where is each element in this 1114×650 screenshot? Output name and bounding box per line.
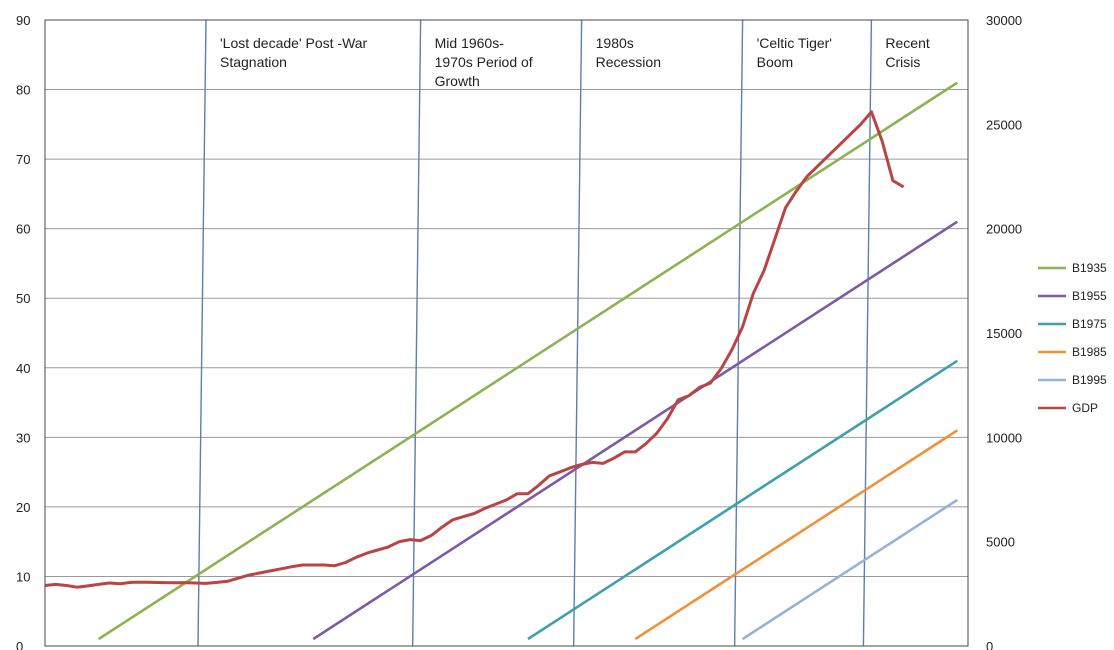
period-divider-5 xyxy=(862,19,873,647)
series-line-b1955 xyxy=(312,220,959,641)
period-label-5-line-1: Recent xyxy=(885,35,929,51)
left-tick-label-90: 90 xyxy=(16,13,30,28)
left-axis-ticks: 0 10 20 30 40 50 60 70 80 90 xyxy=(16,13,30,650)
period-label-2-line-3: Growth xyxy=(435,73,480,89)
period-label-1-line-2: Stagnation xyxy=(220,54,287,70)
period-divider-2 xyxy=(411,19,422,647)
legend-label-b1995: B1995 xyxy=(1072,373,1107,387)
period-divider-1 xyxy=(197,19,207,647)
plot-area-border xyxy=(44,19,969,647)
series-line-b1935 xyxy=(97,81,959,641)
series-line-b1995 xyxy=(741,498,959,641)
right-tick-label-30000: 30000 xyxy=(986,13,1022,28)
right-tick-label-15000: 15000 xyxy=(986,326,1022,341)
left-tick-label-0: 0 xyxy=(16,639,23,650)
period-label-3-line-2: Recession xyxy=(596,54,661,70)
period-labels: 'Lost decade' Post -War Stagnation Mid 196… xyxy=(220,35,930,89)
legend-label-b1955: B1955 xyxy=(1072,289,1107,303)
right-tick-label-25000: 25000 xyxy=(986,117,1022,132)
period-label-4-line-1: 'Celtic Tiger' xyxy=(757,35,832,51)
left-tick-label-40: 40 xyxy=(16,361,30,376)
left-tick-label-80: 80 xyxy=(16,83,30,98)
left-tick-label-30: 30 xyxy=(16,430,30,445)
left-tick-label-10: 10 xyxy=(16,569,30,584)
right-axis-ticks: 0 5000 10000 15000 20000 25000 30000 xyxy=(986,13,1022,650)
period-label-3-line-1: 1980s xyxy=(596,35,634,51)
left-tick-label-70: 70 xyxy=(16,152,30,167)
series-line-gdp xyxy=(44,110,905,589)
period-label-2-line-2: 1970s Period of xyxy=(435,54,533,70)
series-line-b1985 xyxy=(634,429,959,641)
left-tick-label-50: 50 xyxy=(16,291,30,306)
series-lines xyxy=(44,81,959,641)
period-label-5-line-2: Crisis xyxy=(885,54,920,70)
period-label-1-line-1: 'Lost decade' Post -War xyxy=(220,35,368,51)
period-label-4-line-2: Boom xyxy=(757,54,794,70)
legend: B1935 B1955 B1975 B1985 B1995 GDP xyxy=(1038,261,1107,415)
legend-label-gdp: GDP xyxy=(1072,401,1098,415)
legend-label-b1985: B1985 xyxy=(1072,345,1107,359)
right-tick-label-5000: 5000 xyxy=(986,535,1015,550)
legend-label-b1975: B1975 xyxy=(1072,317,1107,331)
left-tick-label-20: 20 xyxy=(16,500,30,515)
right-tick-label-10000: 10000 xyxy=(986,430,1022,445)
period-divider-3 xyxy=(572,19,583,647)
left-tick-label-60: 60 xyxy=(16,222,30,237)
legend-label-b1935: B1935 xyxy=(1072,261,1107,275)
right-tick-label-20000: 20000 xyxy=(986,222,1022,237)
right-tick-label-0: 0 xyxy=(986,639,993,650)
series-line-b1975 xyxy=(527,359,959,641)
period-label-2-line-1: Mid 1960s- xyxy=(435,35,505,51)
